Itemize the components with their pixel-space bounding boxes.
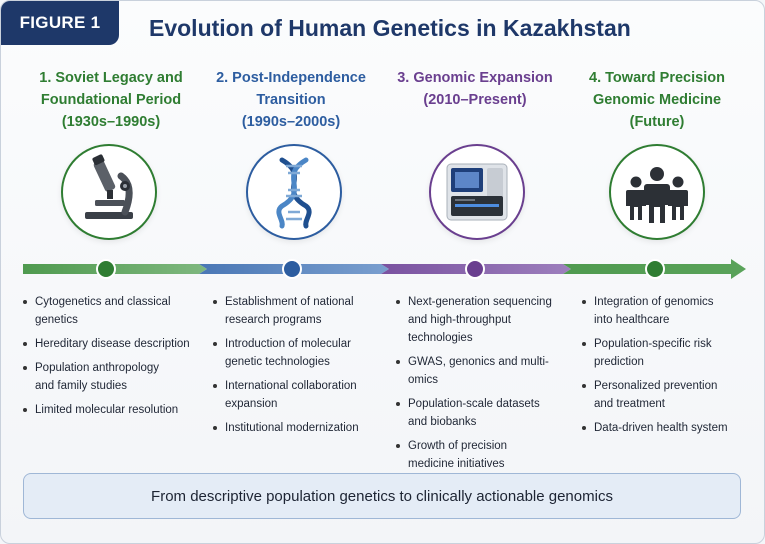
timeline-arrow	[23, 259, 746, 279]
stage-4-title-line: 4. Toward Precision	[589, 70, 725, 86]
stage-4-title: 4. Toward Precision Genomic Medicine (Fu…	[565, 67, 749, 133]
list-item: Data-driven health system	[582, 419, 762, 437]
list-item: Institutional modernization	[213, 419, 393, 437]
list-item: Cytogenetics and classical genetics	[23, 293, 203, 329]
microscope-icon	[85, 154, 133, 219]
timeline-node-1	[96, 259, 116, 279]
stage-1-title: 1. Soviet Legacy and Foundational Period…	[19, 67, 203, 133]
timeline-node-4	[645, 259, 665, 279]
stage-2-icon-circle	[246, 144, 342, 240]
summary-banner: From descriptive population genetics to …	[23, 473, 741, 519]
list-item: International collaboration expansion	[213, 377, 393, 413]
list-item: Introduction of molecular genetic technol…	[213, 335, 393, 371]
list-item: Establishment of national research progra…	[213, 293, 393, 329]
list-item: GWAS, genonics and multi-omics	[396, 353, 576, 389]
stage-3-title: 3. Genomic Expansion (2010–Present)	[383, 67, 567, 111]
list-item: Personalized prevention and treatment	[582, 377, 762, 413]
stage-1-bullets: Cytogenetics and classical genetics Hered…	[23, 293, 203, 425]
stage-2-title-line: Transition	[256, 92, 326, 108]
list-item: Integration of genomics into healthcare	[582, 293, 762, 329]
list-item: Population anthropology and family studie…	[23, 359, 203, 395]
stage-2-title-line: 2. Post-Independence	[216, 70, 366, 86]
stage-2-bullets: Establishment of national research progra…	[213, 293, 393, 443]
stage-4-bullets: Integration of genomics into healthcare P…	[582, 293, 762, 443]
stage-1-title-line: Foundational Period	[40, 92, 182, 108]
stage-4-title-line: Genomic Medicine	[592, 92, 722, 108]
list-item: Limited molecular resolution	[23, 401, 203, 419]
sequencer-icon	[446, 163, 508, 221]
stage-3-title-line: 3. Genomic Expansion	[397, 70, 553, 86]
figure-title: Evolution of Human Genetics in Kazakhsta…	[149, 15, 631, 41]
stage-2-title: 2. Post-Independence Transition (1990s–2…	[199, 67, 383, 133]
figure-label: FIGURE 1	[1, 1, 119, 45]
stage-1-title-line: (1930s–1990s)	[61, 114, 161, 130]
dna-icon	[276, 157, 312, 229]
stage-2-title-line: (1990s–2000s)	[241, 114, 341, 130]
people-icon	[626, 167, 688, 223]
stage-1-icon-circle	[61, 144, 157, 240]
stage-3-icon-circle	[429, 144, 525, 240]
stage-4-title-line: (Future)	[629, 114, 685, 130]
stage-3-bullets: Next-generation sequencing and high-throu…	[396, 293, 576, 479]
list-item: Population-specific risk prediction	[582, 335, 762, 371]
list-item: Population-scale datasets and biobanks	[396, 395, 576, 431]
stage-4-icon-circle	[609, 144, 705, 240]
list-item: Next-generation sequencing and high-throu…	[396, 293, 576, 347]
timeline-node-3	[465, 259, 485, 279]
stage-3-title-line: (2010–Present)	[423, 92, 527, 108]
list-item: Growth of precision medicine initiatives	[396, 437, 576, 473]
list-item: Hereditary disease description	[23, 335, 203, 353]
timeline-node-2	[282, 259, 302, 279]
stage-1-title-line: 1. Soviet Legacy and	[39, 70, 183, 86]
